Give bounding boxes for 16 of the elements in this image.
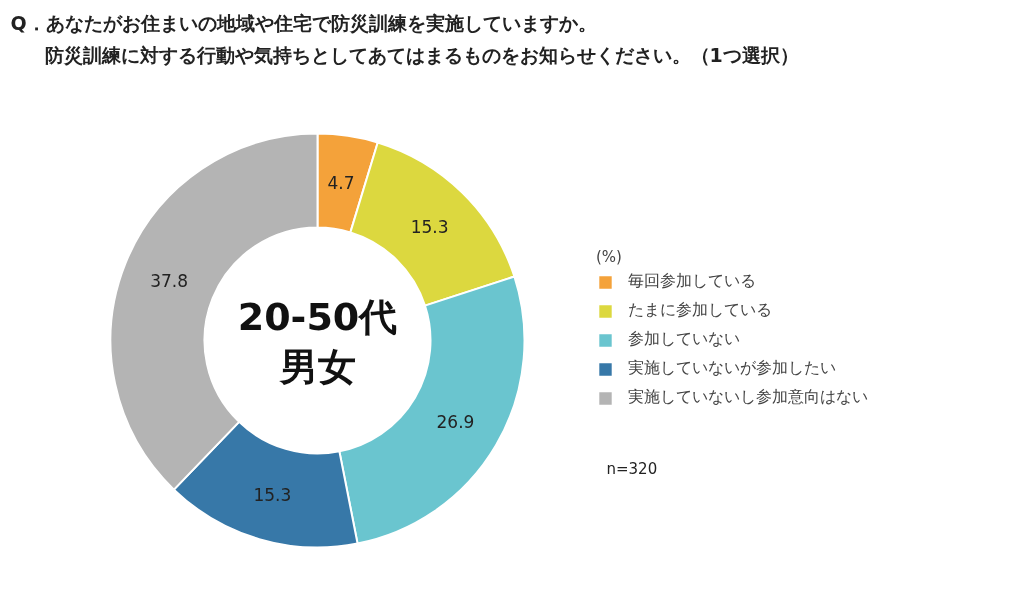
text: 男女: [278, 344, 356, 389]
legend-label: 参加していない: [628, 329, 740, 350]
legend-label: 毎回参加している: [628, 271, 756, 292]
legend-label: たまに参加している: [628, 300, 772, 321]
text: n=320: [606, 459, 658, 478]
chart-subtitle: 防災訓練に対する行動や気持ちとしてあてはまるものをお知らせください。（1つ選択）: [44, 43, 799, 66]
data-label: 15.3: [410, 216, 449, 237]
data-label: 26.9: [436, 412, 475, 433]
data-label: 15.3: [253, 484, 292, 505]
text: 20-50代: [237, 294, 398, 339]
data-label: 37.8: [150, 271, 189, 292]
legend-label: 実施していないが参加したい: [628, 358, 836, 379]
chart-title: Q．あなたがお住まいの地域や住宅で防災訓練を実施していますか。: [10, 11, 597, 34]
legend-title: (%): [596, 248, 623, 266]
data-label: 4.7: [327, 172, 355, 193]
legend-label: 実施していないし参加意向はない: [628, 387, 868, 408]
